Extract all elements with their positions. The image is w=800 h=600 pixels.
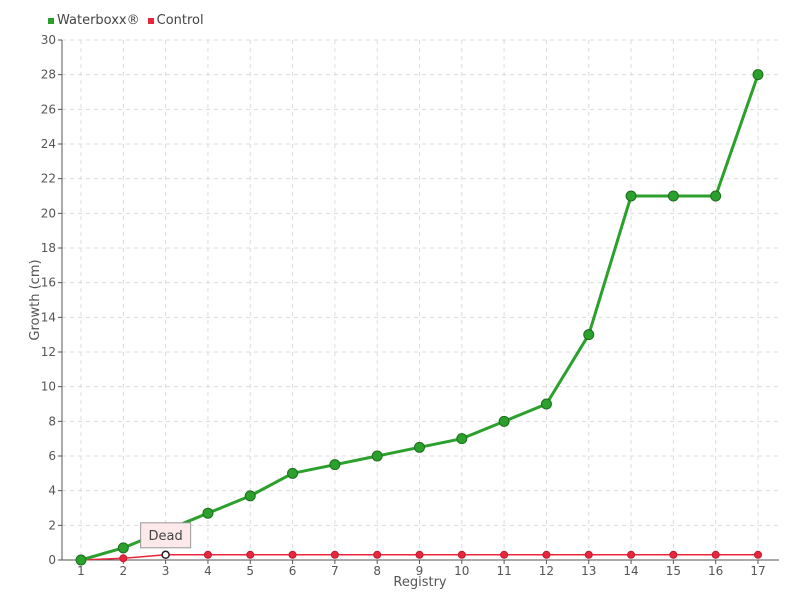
x-tick-label: 12 bbox=[539, 564, 554, 578]
data-point-control[interactable] bbox=[330, 550, 339, 559]
x-tick-label: 9 bbox=[416, 564, 424, 578]
x-tick-label: 17 bbox=[750, 564, 765, 578]
legend-item-control[interactable]: Control bbox=[147, 13, 204, 28]
annotation-box bbox=[140, 522, 192, 549]
y-tick-label: 4 bbox=[48, 484, 56, 498]
x-tick-label: 14 bbox=[623, 564, 638, 578]
x-tick-label: 6 bbox=[289, 564, 297, 578]
y-tick-label: 22 bbox=[41, 172, 56, 186]
x-tick-label: 10 bbox=[454, 564, 469, 578]
data-point-waterboxx[interactable] bbox=[456, 433, 468, 445]
data-point-control[interactable] bbox=[203, 550, 212, 559]
data-point-waterboxx[interactable] bbox=[117, 542, 129, 554]
grid-layer bbox=[62, 39, 779, 560]
y-tick-label: 26 bbox=[41, 102, 56, 116]
x-tick-label: 15 bbox=[666, 564, 681, 578]
y-tick-label: 10 bbox=[41, 380, 56, 394]
data-point-control[interactable] bbox=[711, 550, 720, 559]
x-axis-title: Registry bbox=[393, 575, 447, 590]
y-tick-label: 24 bbox=[41, 137, 56, 151]
data-point-waterboxx[interactable] bbox=[287, 467, 299, 479]
data-point-control[interactable] bbox=[627, 550, 636, 559]
y-tick-label: 18 bbox=[41, 241, 56, 255]
data-point-control[interactable] bbox=[415, 550, 424, 559]
y-tick-label: 12 bbox=[41, 345, 56, 359]
data-point-waterboxx[interactable] bbox=[75, 554, 87, 566]
x-tick-label: 1 bbox=[77, 564, 85, 578]
data-point-control[interactable] bbox=[542, 550, 551, 559]
data-point-waterboxx[interactable] bbox=[583, 329, 595, 341]
data-point-waterboxx[interactable] bbox=[540, 398, 552, 410]
data-point-waterboxx[interactable] bbox=[329, 459, 341, 471]
data-point-control[interactable] bbox=[161, 550, 170, 560]
series-waterboxx bbox=[75, 69, 764, 566]
y-tick-label: 8 bbox=[48, 414, 56, 428]
x-tick-label: 13 bbox=[581, 564, 596, 578]
data-point-waterboxx[interactable] bbox=[667, 190, 679, 202]
series-control bbox=[77, 550, 762, 564]
data-point-waterboxx[interactable] bbox=[752, 69, 764, 81]
y-tick-label: 6 bbox=[48, 449, 56, 463]
data-point-control[interactable] bbox=[246, 550, 255, 559]
data-point-control[interactable] bbox=[373, 550, 382, 559]
data-point-waterboxx[interactable] bbox=[244, 490, 256, 502]
y-axis-title: Growth (cm) bbox=[28, 259, 43, 340]
data-point-control[interactable] bbox=[500, 550, 509, 559]
data-point-waterboxx[interactable] bbox=[414, 441, 425, 453]
series-layer bbox=[75, 69, 764, 566]
data-point-control[interactable] bbox=[457, 550, 466, 559]
x-tick-label: 8 bbox=[373, 564, 381, 578]
legend-label-waterboxx: Waterboxx® bbox=[57, 13, 140, 28]
data-point-control[interactable] bbox=[584, 550, 593, 559]
data-point-waterboxx[interactable] bbox=[625, 190, 637, 202]
x-tick-label: 5 bbox=[246, 564, 254, 578]
data-point-control[interactable] bbox=[669, 550, 678, 559]
y-tick-label: 28 bbox=[41, 68, 56, 82]
chart-legend: Waterboxx® Control bbox=[48, 13, 204, 28]
x-tick-label: 7 bbox=[331, 564, 339, 578]
y-tick-label: 20 bbox=[41, 206, 56, 220]
legend-swatch-waterboxx bbox=[48, 17, 54, 24]
data-point-waterboxx[interactable] bbox=[202, 507, 214, 519]
annotation-layer: Dead bbox=[140, 522, 192, 549]
data-point-waterboxx[interactable] bbox=[498, 415, 510, 427]
annotation-label: Dead bbox=[149, 529, 183, 544]
legend-item-waterboxx[interactable]: Waterboxx® bbox=[48, 13, 140, 28]
data-point-waterboxx[interactable] bbox=[371, 450, 383, 462]
data-point-control[interactable] bbox=[754, 550, 762, 559]
data-point-control[interactable] bbox=[119, 554, 128, 563]
y-tick-label: 0 bbox=[48, 553, 56, 567]
y-tick-label: 30 bbox=[41, 33, 56, 47]
y-tick-label: 16 bbox=[41, 276, 56, 290]
legend-label-control: Control bbox=[156, 13, 204, 28]
x-tick-label: 3 bbox=[162, 564, 170, 578]
data-point-control[interactable] bbox=[288, 550, 297, 559]
x-tick-label: 11 bbox=[496, 564, 511, 578]
data-point-waterboxx[interactable] bbox=[710, 190, 722, 202]
x-tick-label: 2 bbox=[119, 564, 127, 578]
x-tick-label: 4 bbox=[204, 564, 212, 578]
annotation-callout: Dead bbox=[140, 522, 192, 549]
x-tick-label: 16 bbox=[708, 564, 723, 578]
legend-swatch-control bbox=[147, 17, 154, 24]
y-tick-label: 2 bbox=[48, 518, 56, 532]
y-tick-label: 14 bbox=[41, 310, 56, 324]
